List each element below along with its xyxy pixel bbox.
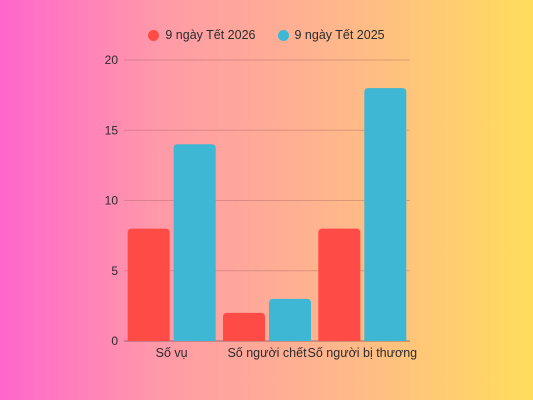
bar-1-2 (223, 312, 265, 341)
legend-swatch-series-1 (148, 29, 160, 41)
y-tick-label: 0 (111, 334, 118, 348)
x-tick-label: Số vụ (156, 346, 188, 360)
legend-swatch-series-2 (277, 29, 289, 41)
bar-1-1 (127, 228, 170, 341)
legend-label-series-2: 9 ngày Tết 2025 (294, 28, 385, 42)
bar-1-3 (318, 228, 361, 341)
bar-2-3 (364, 88, 407, 341)
bar-2-1 (173, 144, 216, 341)
chart-legend: 9 ngày Tết 2026 9 ngày Tết 2025 (0, 28, 533, 42)
y-tick-label: 10 (105, 194, 119, 208)
y-tick-label: 15 (105, 123, 119, 137)
bar-2-2 (269, 298, 311, 341)
y-tick-label: 5 (111, 264, 118, 278)
legend-label-series-1: 9 ngày Tết 2026 (165, 28, 256, 42)
y-tick-label: 20 (105, 53, 119, 67)
x-tick-label: Số người bị thương (308, 346, 418, 360)
legend-item-series-2: 9 ngày Tết 2025 (277, 28, 385, 42)
legend-item-series-1: 9 ngày Tết 2026 (148, 28, 256, 42)
x-tick-label: Số người chết (227, 346, 307, 360)
